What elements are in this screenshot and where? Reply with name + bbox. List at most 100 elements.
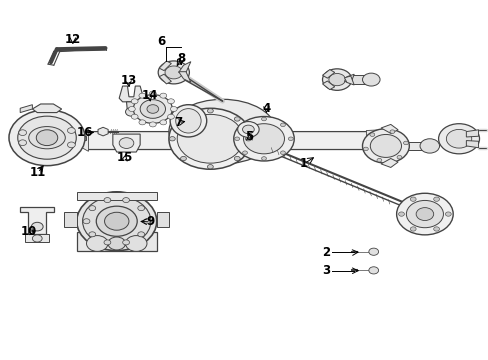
Text: 11: 11 <box>30 166 46 179</box>
Ellipse shape <box>168 99 276 164</box>
Circle shape <box>433 197 439 201</box>
Circle shape <box>396 193 452 235</box>
Circle shape <box>158 61 189 84</box>
Circle shape <box>243 124 284 154</box>
Circle shape <box>89 232 96 237</box>
Circle shape <box>147 105 158 113</box>
Circle shape <box>83 219 90 224</box>
Circle shape <box>369 133 374 136</box>
Polygon shape <box>159 74 171 84</box>
Text: 5: 5 <box>245 130 253 144</box>
Polygon shape <box>79 132 370 149</box>
Circle shape <box>368 267 378 274</box>
Circle shape <box>280 123 285 127</box>
Circle shape <box>125 235 147 251</box>
Text: 12: 12 <box>64 33 81 46</box>
Polygon shape <box>407 142 429 149</box>
Polygon shape <box>178 62 190 72</box>
Circle shape <box>433 227 439 231</box>
Text: 14: 14 <box>141 89 157 102</box>
Circle shape <box>368 248 378 255</box>
Polygon shape <box>77 192 157 200</box>
Circle shape <box>149 122 156 127</box>
Circle shape <box>242 125 254 134</box>
Polygon shape <box>322 69 334 78</box>
Circle shape <box>245 136 251 141</box>
Polygon shape <box>344 74 353 83</box>
Polygon shape <box>366 130 380 150</box>
Text: 7: 7 <box>174 116 183 129</box>
Circle shape <box>139 93 145 98</box>
Circle shape <box>438 124 479 154</box>
Circle shape <box>19 140 26 145</box>
Text: 4: 4 <box>262 102 270 115</box>
Circle shape <box>168 108 251 169</box>
Circle shape <box>261 157 266 160</box>
Circle shape <box>131 99 138 104</box>
Circle shape <box>207 109 213 113</box>
Circle shape <box>362 73 379 86</box>
Circle shape <box>363 147 367 151</box>
Circle shape <box>403 141 407 145</box>
Circle shape <box>207 165 213 169</box>
Polygon shape <box>126 102 136 112</box>
Circle shape <box>140 100 165 118</box>
Polygon shape <box>466 140 478 148</box>
Polygon shape <box>344 76 353 85</box>
Circle shape <box>180 117 186 121</box>
Circle shape <box>77 192 157 251</box>
Text: 6: 6 <box>157 35 165 49</box>
Circle shape <box>398 212 404 216</box>
Polygon shape <box>25 234 49 242</box>
Polygon shape <box>77 232 157 251</box>
Circle shape <box>149 91 156 96</box>
Circle shape <box>143 219 150 224</box>
Circle shape <box>133 95 172 123</box>
Polygon shape <box>113 134 140 152</box>
Circle shape <box>446 130 471 148</box>
Circle shape <box>280 151 285 154</box>
Circle shape <box>31 222 43 231</box>
Text: 16: 16 <box>76 126 93 139</box>
Circle shape <box>419 139 439 153</box>
Circle shape <box>167 99 174 104</box>
Circle shape <box>164 66 182 79</box>
Polygon shape <box>380 125 397 134</box>
Text: 2: 2 <box>322 246 330 259</box>
Circle shape <box>177 114 243 163</box>
Text: 3: 3 <box>322 264 330 277</box>
Circle shape <box>96 206 137 236</box>
Circle shape <box>389 130 394 134</box>
Circle shape <box>242 151 247 154</box>
Polygon shape <box>32 104 61 113</box>
Polygon shape <box>98 127 108 136</box>
Circle shape <box>415 208 433 221</box>
Circle shape <box>89 206 96 211</box>
Ellipse shape <box>29 127 65 149</box>
Circle shape <box>445 212 450 216</box>
Circle shape <box>9 110 85 166</box>
Polygon shape <box>380 158 397 167</box>
Circle shape <box>131 114 138 119</box>
Circle shape <box>409 227 415 231</box>
Circle shape <box>67 128 75 134</box>
Polygon shape <box>64 212 77 226</box>
Circle shape <box>104 240 111 245</box>
Circle shape <box>119 138 134 148</box>
Circle shape <box>169 136 175 141</box>
Circle shape <box>67 142 75 148</box>
Circle shape <box>406 201 443 228</box>
Circle shape <box>180 156 186 161</box>
Polygon shape <box>322 81 334 90</box>
Circle shape <box>396 156 401 159</box>
Polygon shape <box>351 75 370 84</box>
Circle shape <box>104 212 129 230</box>
Circle shape <box>19 130 26 135</box>
Circle shape <box>139 120 145 125</box>
Circle shape <box>108 237 125 250</box>
Circle shape <box>160 120 166 125</box>
Circle shape <box>36 130 58 145</box>
Circle shape <box>322 69 351 90</box>
Circle shape <box>362 129 408 163</box>
Circle shape <box>233 117 294 161</box>
